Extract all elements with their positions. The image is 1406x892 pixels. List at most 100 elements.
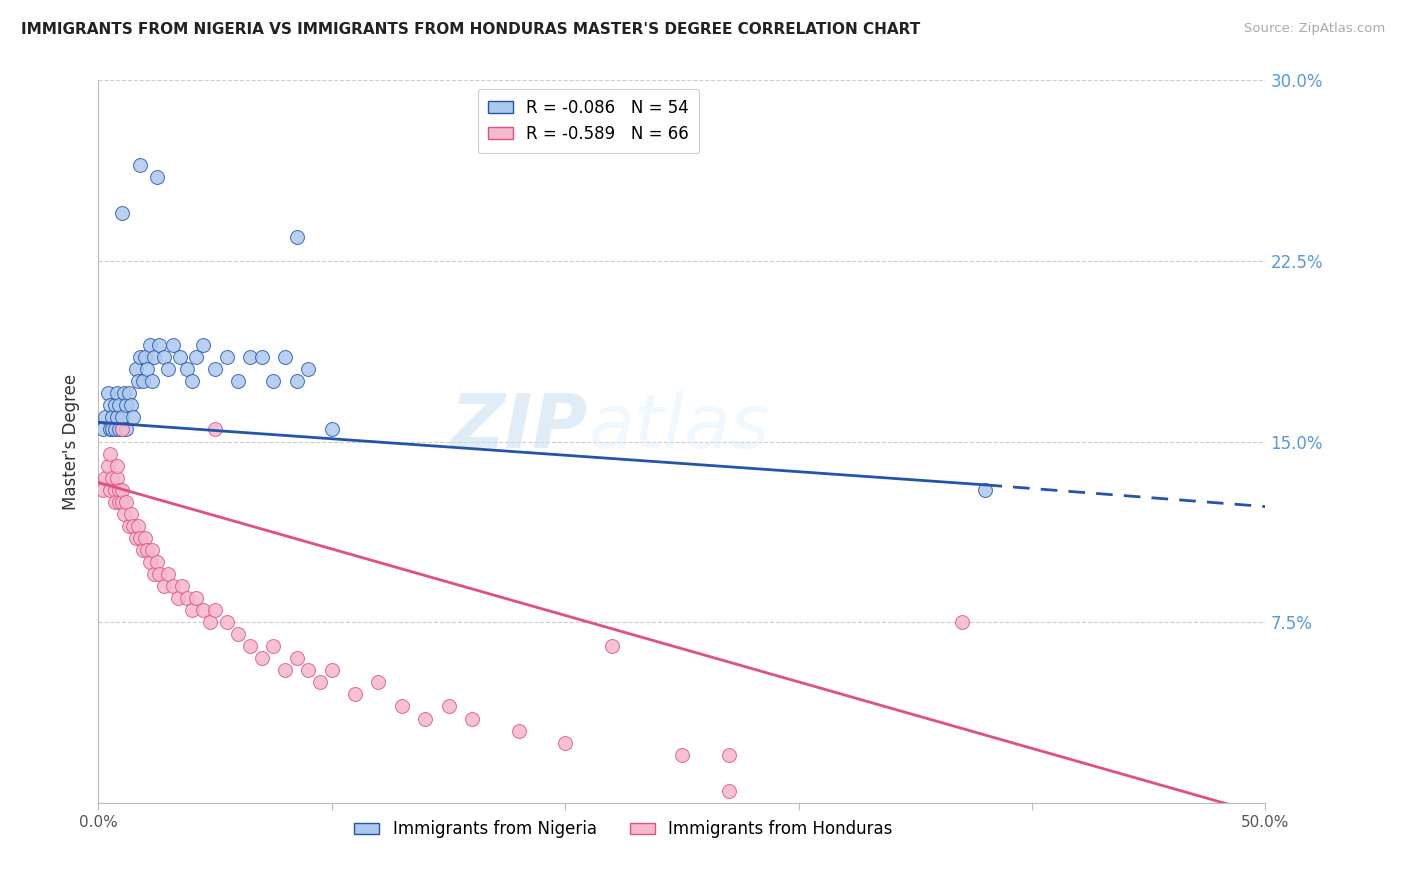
- Point: [118, 386, 141, 401]
- Point: [104, 483, 127, 497]
- Point: [250, 651, 273, 665]
- Point: [600, 639, 623, 653]
- Text: atlas: atlas: [589, 391, 770, 463]
- Point: [104, 422, 127, 436]
- Point: [285, 651, 308, 665]
- Point: [115, 494, 138, 508]
- Point: [508, 723, 530, 738]
- Point: [204, 603, 226, 617]
- Point: [139, 338, 162, 352]
- Point: [134, 350, 156, 364]
- Point: [101, 422, 124, 436]
- Point: [127, 374, 149, 388]
- Point: [367, 675, 389, 690]
- Point: [120, 398, 142, 412]
- Point: [115, 422, 138, 436]
- Point: [169, 350, 191, 364]
- Point: [111, 410, 134, 425]
- Point: [129, 531, 152, 545]
- Point: [285, 230, 308, 244]
- Point: [125, 362, 148, 376]
- Point: [132, 374, 155, 388]
- Point: [297, 664, 319, 678]
- Point: [717, 747, 740, 762]
- Point: [262, 639, 284, 653]
- Point: [108, 422, 131, 436]
- Point: [111, 422, 134, 436]
- Point: [200, 615, 222, 630]
- Point: [193, 338, 215, 352]
- Point: [105, 410, 128, 425]
- Point: [176, 591, 198, 605]
- Point: [101, 410, 124, 425]
- Point: [136, 542, 159, 557]
- Point: [143, 350, 166, 364]
- Point: [176, 362, 198, 376]
- Point: [105, 386, 128, 401]
- Point: [136, 362, 159, 376]
- Legend: Immigrants from Nigeria, Immigrants from Honduras: Immigrants from Nigeria, Immigrants from…: [347, 814, 900, 845]
- Point: [321, 664, 343, 678]
- Point: [146, 555, 169, 569]
- Point: [108, 398, 131, 412]
- Point: [104, 398, 127, 412]
- Point: [250, 350, 273, 364]
- Point: [129, 157, 152, 171]
- Point: [215, 350, 238, 364]
- Y-axis label: Master's Degree: Master's Degree: [62, 374, 80, 509]
- Point: [94, 410, 117, 425]
- Point: [262, 374, 284, 388]
- Point: [122, 518, 145, 533]
- Point: [141, 542, 163, 557]
- Point: [111, 422, 134, 436]
- Point: [186, 591, 208, 605]
- Point: [437, 699, 460, 714]
- Point: [146, 169, 169, 184]
- Point: [204, 362, 226, 376]
- Text: Source: ZipAtlas.com: Source: ZipAtlas.com: [1244, 22, 1385, 36]
- Point: [391, 699, 413, 714]
- Point: [274, 664, 297, 678]
- Point: [139, 555, 162, 569]
- Point: [671, 747, 693, 762]
- Text: IMMIGRANTS FROM NIGERIA VS IMMIGRANTS FROM HONDURAS MASTER'S DEGREE CORRELATION : IMMIGRANTS FROM NIGERIA VS IMMIGRANTS FR…: [21, 22, 921, 37]
- Point: [104, 494, 127, 508]
- Point: [461, 712, 484, 726]
- Point: [108, 483, 131, 497]
- Point: [717, 784, 740, 798]
- Point: [101, 470, 124, 484]
- Point: [239, 350, 262, 364]
- Point: [215, 615, 238, 630]
- Point: [115, 398, 138, 412]
- Point: [285, 374, 308, 388]
- Point: [166, 591, 188, 605]
- Point: [120, 507, 142, 521]
- Point: [228, 374, 250, 388]
- Point: [141, 374, 163, 388]
- Point: [98, 483, 121, 497]
- Point: [321, 422, 343, 436]
- Point: [98, 398, 121, 412]
- Point: [118, 518, 141, 533]
- Point: [108, 494, 131, 508]
- Point: [134, 531, 156, 545]
- Text: ZIP: ZIP: [451, 391, 589, 464]
- Point: [91, 422, 114, 436]
- Point: [148, 338, 170, 352]
- Point: [105, 470, 128, 484]
- Point: [554, 735, 576, 749]
- Point: [162, 579, 184, 593]
- Point: [112, 386, 135, 401]
- Point: [122, 410, 145, 425]
- Point: [413, 712, 436, 726]
- Point: [309, 675, 332, 690]
- Point: [143, 567, 166, 582]
- Point: [148, 567, 170, 582]
- Point: [239, 639, 262, 653]
- Point: [162, 338, 184, 352]
- Point: [204, 422, 226, 436]
- Point: [180, 374, 202, 388]
- Point: [111, 483, 134, 497]
- Point: [152, 350, 174, 364]
- Point: [111, 205, 134, 219]
